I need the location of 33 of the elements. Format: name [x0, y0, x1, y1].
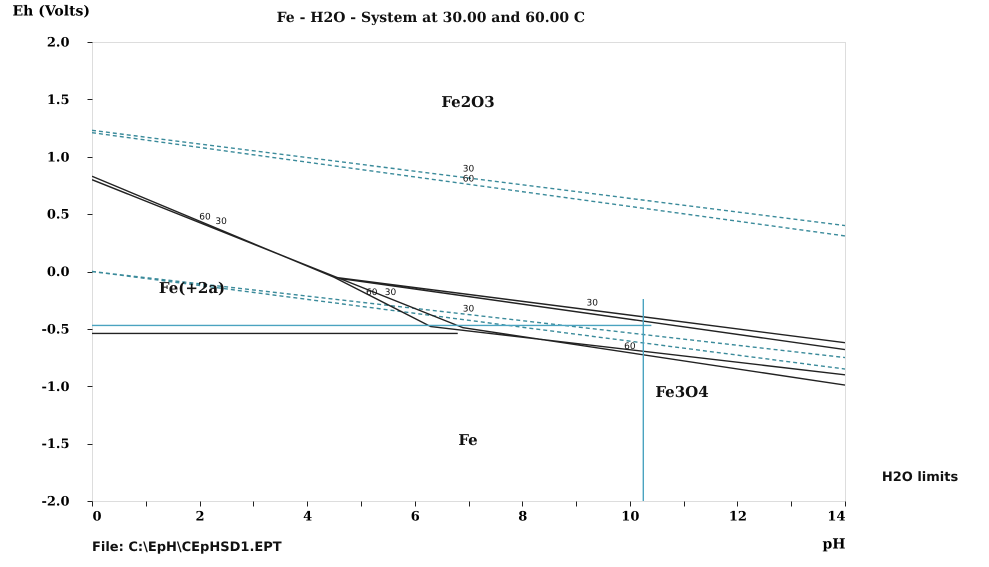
annotation: 30 — [462, 164, 474, 174]
x-tick-label: 10 — [621, 510, 640, 524]
y-tick-label: 1.5 — [46, 92, 70, 108]
y-tick-label: 0.5 — [46, 208, 70, 223]
text: H2O limits — [882, 470, 958, 485]
y-tick-label: 1.0 — [46, 150, 70, 166]
x-tick-label: 0 — [92, 510, 102, 524]
y-tick-label: 0.0 — [46, 265, 70, 280]
x-tick-label: 12 — [728, 510, 747, 524]
annotation: Fe2O3 — [441, 93, 495, 111]
annotation: 60 — [462, 174, 474, 185]
x-tick-label: 2 — [196, 510, 205, 524]
y-tick-label: -1.5 — [41, 437, 70, 452]
annotation: 60 — [199, 212, 211, 222]
x-tick-label: 4 — [303, 510, 312, 524]
annotation: Fe — [458, 431, 478, 449]
x-tick-label: 6 — [410, 510, 420, 524]
y-tick-label: -2.0 — [41, 494, 70, 510]
x-tick-label: 8 — [518, 510, 528, 524]
chart-title: Fe - H2O - System at 30.00 and 60.00 C — [276, 10, 586, 26]
annotation: Fe3O4 — [655, 383, 709, 401]
x-tick-label: 14 — [827, 510, 846, 524]
annotation: Fe(+2a) — [158, 279, 226, 297]
annotation: 30 — [215, 217, 228, 228]
annotation: 30 — [462, 304, 474, 314]
y-tick-label: -1.0 — [41, 380, 70, 395]
text: File: C:\EpH\CEpHSD1.EPT — [92, 540, 282, 555]
x-axis-title: pH — [822, 536, 846, 552]
annotation: 30 — [384, 288, 397, 298]
y-tick-label: -0.5 — [41, 322, 70, 338]
y-axis-title: Eh (Volts) — [12, 4, 90, 20]
annotation: 30 — [586, 298, 598, 309]
y-tick-label: 2.0 — [46, 36, 70, 50]
